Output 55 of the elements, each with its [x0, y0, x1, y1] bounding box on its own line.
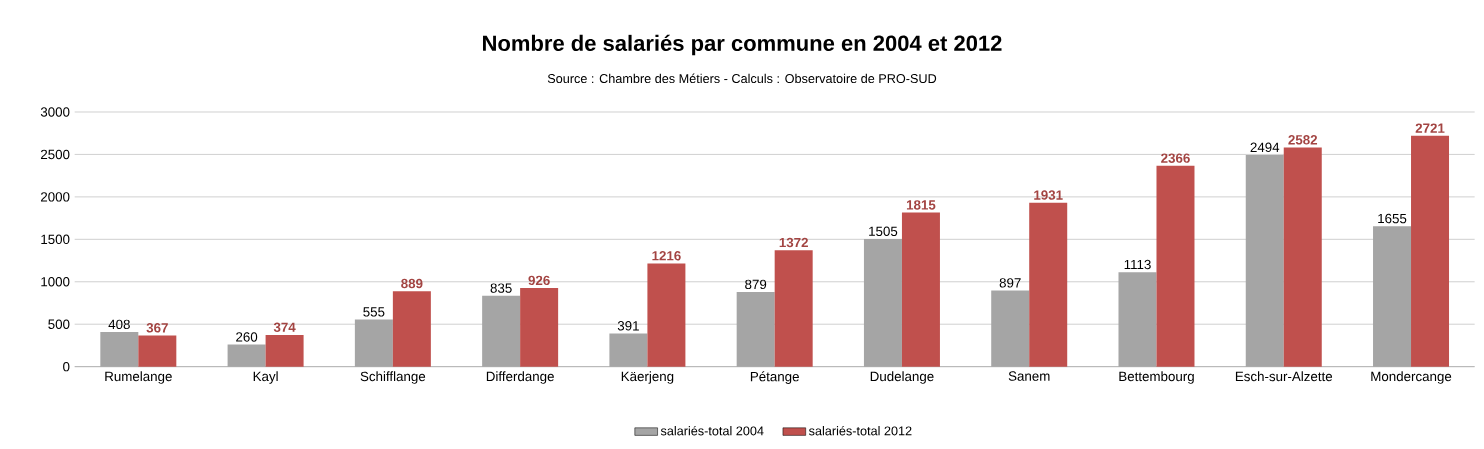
x-tick-label: Esch-sur-Alzette	[1235, 371, 1333, 382]
data-label: 374	[273, 322, 296, 332]
data-label: 408	[108, 319, 130, 330]
data-label: 1113	[1124, 259, 1151, 270]
data-label: 879	[745, 279, 767, 290]
data-label: 1505	[869, 226, 898, 236]
y-tick-label: 3000	[40, 107, 70, 117]
data-label: 260	[236, 332, 258, 342]
y-tick-label: 1000	[41, 277, 70, 287]
x-tick-label: Kayl	[253, 371, 278, 384]
bar	[392, 291, 431, 367]
bar	[265, 334, 304, 367]
x-tick-label: Schifflange	[360, 371, 426, 384]
x-tick-label: Dudelange	[870, 371, 934, 384]
y-tick-label: 1500	[41, 234, 70, 245]
bar	[520, 288, 559, 367]
data-label: 889	[401, 278, 423, 289]
y-tick-label: 500	[48, 319, 70, 329]
x-tick-label: Käerjeng	[621, 371, 674, 384]
y-tick-label: 2500	[40, 149, 70, 160]
bar	[1156, 165, 1195, 367]
data-label: 926	[528, 275, 550, 286]
x-tick-label: Pétange	[750, 371, 799, 384]
x-tick-label: Mondercange	[1371, 371, 1452, 384]
data-label: 1216	[652, 251, 681, 261]
data-label: 897	[999, 278, 1021, 288]
data-label: 1655	[1378, 213, 1407, 224]
bar	[774, 250, 813, 367]
chart-title: Nombre de salariés par commune en 2004 et 2012	[483, 34, 1002, 56]
legend-label: salariés-total 2012	[808, 425, 912, 436]
data-label: 2582	[1288, 135, 1318, 145]
data-label: 555	[363, 307, 385, 317]
data-label: 835	[490, 283, 512, 293]
x-tick-label: Rumelange	[105, 371, 172, 384]
bar	[1029, 202, 1068, 367]
x-tick-label: Bettembourg	[1119, 371, 1194, 384]
bar	[1411, 135, 1450, 367]
bar	[647, 263, 686, 367]
data-label: 391	[617, 321, 639, 331]
data-label: 1372	[779, 237, 808, 248]
bar	[901, 212, 940, 367]
legend-label: salariés-total 2004	[660, 425, 764, 436]
data-label: 2721	[1415, 123, 1445, 133]
data-label: 2366	[1161, 153, 1190, 163]
data-label: 367	[146, 323, 168, 333]
data-label: 1931	[1034, 190, 1063, 200]
bar	[138, 335, 177, 367]
y-tick-label: 2000	[40, 192, 70, 202]
data-label: 1815	[906, 200, 936, 210]
chart-subtitle: Source : Chambre des Métiers - Calculs : Observatoire de PRO-SUD	[547, 73, 937, 84]
x-tick-label: Sanem	[1008, 371, 1050, 381]
y-tick-label: 0	[63, 361, 70, 372]
x-tick-label: Differdange	[486, 371, 554, 384]
bar	[1283, 147, 1322, 367]
data-label: 2494	[1250, 142, 1280, 153]
